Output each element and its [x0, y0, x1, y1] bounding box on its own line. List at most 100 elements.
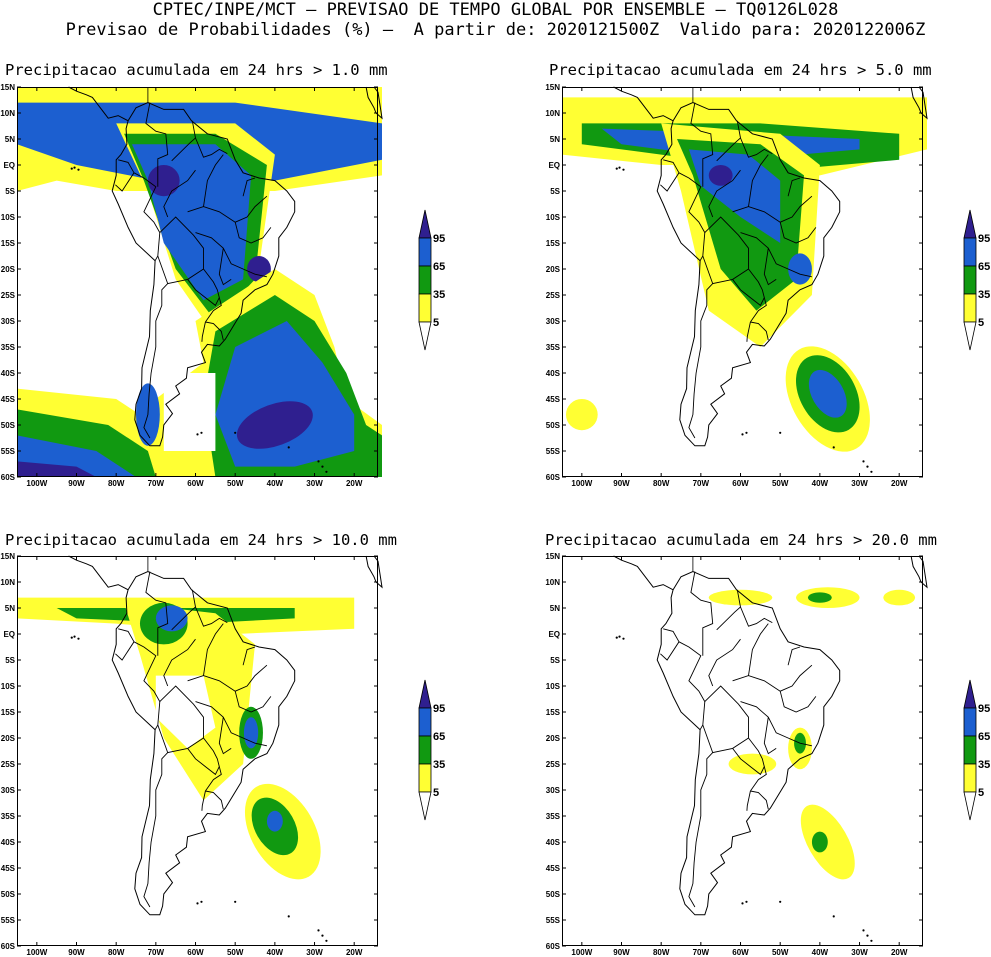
- country-border: [702, 685, 749, 754]
- lat-label: 15S: [546, 239, 561, 248]
- lat-label: 45S: [546, 395, 561, 404]
- main-title: CPTEC/INPE/MCT – PREVISAO DE TEMPO GLOBA…: [152, 0, 839, 20]
- lon-label: 30W: [851, 479, 868, 488]
- lat-label: 50S: [1, 421, 16, 430]
- lon-label: 40W: [267, 948, 284, 957]
- lat-label: 25S: [546, 760, 561, 769]
- country-border: [115, 628, 135, 661]
- lon-label: 100W: [26, 948, 47, 957]
- lat-label: 10S: [546, 213, 561, 222]
- continent-outline: [656, 102, 841, 447]
- colorbar-swatch-65: [418, 707, 432, 737]
- lat-label: 5N: [550, 135, 560, 144]
- lat-label: 5N: [550, 604, 560, 613]
- island: [779, 900, 782, 903]
- country-border: [163, 638, 196, 687]
- country-border: [145, 571, 169, 656]
- lon-label: 100W: [571, 948, 592, 957]
- country-border: [187, 268, 220, 307]
- lat-label: 15S: [1, 708, 16, 717]
- lon-label: 90W: [613, 948, 630, 957]
- panel-2-colorbar: 95 65 35 5: [963, 209, 990, 351]
- country-border: [171, 589, 196, 631]
- panel-3-map: 15N 10N 5N EQ 5S 10S 15S 20S 25S 30S 35S 40S 45S 50S 5…: [0, 552, 383, 957]
- country-border: [133, 641, 161, 730]
- island: [741, 433, 744, 436]
- colorbar-label: 95: [433, 233, 445, 245]
- island: [73, 635, 76, 638]
- map-background: [562, 556, 923, 946]
- lat-label: 15N: [0, 83, 15, 92]
- country-border: [205, 766, 222, 792]
- lat-label: 10S: [1, 213, 16, 222]
- map-frame: [562, 556, 923, 946]
- lat-label: 10N: [545, 578, 560, 587]
- lat-label: 55S: [546, 916, 561, 925]
- lon-label: 70W: [693, 479, 710, 488]
- central-america-outline: [68, 86, 129, 122]
- lat-label: 40S: [546, 369, 561, 378]
- island: [77, 637, 80, 640]
- country-border: [690, 571, 714, 656]
- island: [234, 431, 237, 434]
- country-border: [716, 120, 741, 162]
- country-border: [688, 752, 714, 908]
- colorbar-swatch-5: [418, 293, 432, 323]
- lon-label: 30W: [851, 948, 868, 957]
- colorbar-label: 95: [978, 233, 990, 245]
- lat-label: 45S: [1, 864, 16, 873]
- lat-label: 15S: [546, 708, 561, 717]
- country-border: [195, 701, 267, 747]
- map-frame: [17, 87, 378, 477]
- map-frame: [17, 556, 378, 946]
- lat-label: 15N: [0, 552, 15, 561]
- colorbar-swatch-5: [963, 293, 977, 323]
- island: [321, 465, 324, 468]
- island: [200, 431, 203, 434]
- country-border: [678, 172, 706, 261]
- country-border: [748, 154, 769, 207]
- prob-area-65: [266, 810, 283, 832]
- panel-2-map: 15N 10N 5N EQ 5S 10S 15S 20S 25S 30S 35S 40S 45S 50S 5…: [545, 83, 928, 488]
- country-border: [690, 102, 714, 187]
- colorbar-label: 5: [433, 317, 439, 329]
- lon-label: 20W: [346, 479, 363, 488]
- country-border: [750, 297, 767, 323]
- lat-label: 30S: [1, 786, 16, 795]
- lon-label: 80W: [653, 479, 670, 488]
- lat-label: 60S: [546, 473, 561, 482]
- lon-label: 20W: [891, 948, 908, 957]
- island: [321, 934, 324, 937]
- country-border: [242, 646, 256, 666]
- country-border: [203, 154, 224, 207]
- country-border: [201, 321, 206, 342]
- colorbar-label: 65: [433, 261, 445, 273]
- island: [779, 431, 782, 434]
- lat-label: 15N: [545, 83, 560, 92]
- prob-area-35: [807, 592, 832, 603]
- main-subtitle: Previsao de Probabilidades (%) – A parti…: [65, 20, 926, 40]
- country-border: [746, 790, 751, 811]
- colorbar-label: 65: [433, 731, 445, 743]
- lon-label: 80W: [108, 948, 125, 957]
- country-border: [163, 169, 196, 218]
- island: [622, 637, 625, 640]
- lat-label: 60S: [1, 942, 16, 951]
- lat-label: 20S: [546, 265, 561, 274]
- country-border: [201, 790, 206, 811]
- lon-label: 40W: [267, 479, 284, 488]
- lon-label: 40W: [812, 948, 829, 957]
- country-border: [234, 691, 272, 713]
- colorbar-swatch-5: [963, 763, 977, 793]
- lat-label: 5N: [5, 604, 15, 613]
- lat-label: 15N: [545, 552, 560, 561]
- country-border: [195, 232, 267, 278]
- lat-label: 10N: [0, 578, 15, 587]
- colorbar-swatch-below: [418, 321, 432, 351]
- colorbar-swatch-35: [963, 735, 977, 765]
- country-border: [763, 248, 777, 286]
- prob-area-35: [811, 831, 828, 853]
- panel-1-colorbar: 95 65 35 5: [418, 209, 445, 351]
- prob-area-5: [565, 399, 598, 431]
- island: [325, 470, 328, 473]
